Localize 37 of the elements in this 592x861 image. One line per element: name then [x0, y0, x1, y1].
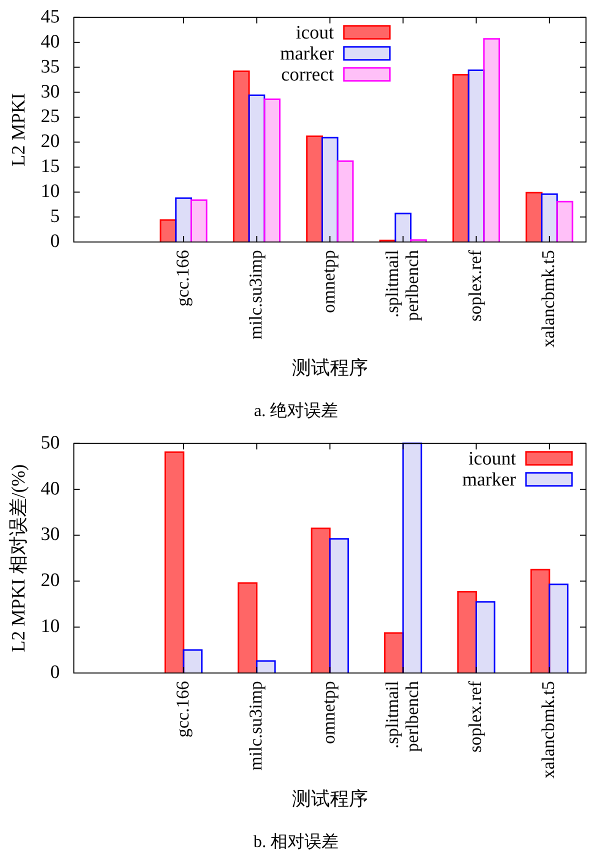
y-tick-label: 40	[40, 478, 60, 500]
x-tick-label: omnetpp	[318, 250, 339, 313]
y-tick-label: 10	[40, 616, 60, 638]
y-tick-label: 30	[40, 81, 60, 102]
x-tick-label: omnetpp	[318, 681, 339, 744]
y-tick-label: 45	[40, 6, 60, 28]
y-tick-label: 0	[50, 230, 60, 252]
y-tick-label: 40	[40, 31, 60, 52]
y-tick-label: 20	[40, 131, 60, 152]
text: icout	[296, 22, 335, 44]
x-tick-label: soplex.ref	[464, 250, 485, 322]
legend-label: icount	[468, 448, 517, 470]
x-tick-label: xalancbmk.t5	[538, 250, 558, 348]
y-tick-label: 0	[50, 662, 60, 683]
y-tick-label: 30	[40, 524, 60, 546]
y-tick-label: 5	[50, 206, 60, 228]
y-tick-label: 35	[40, 56, 60, 78]
x-tick-label: gcc.166	[172, 250, 192, 306]
y-tick-label: 50	[40, 432, 60, 454]
x-axis-title: 测试程序	[292, 788, 368, 810]
y-tick-label: 10	[40, 181, 60, 202]
legend-label: correct	[281, 64, 335, 86]
y-tick-label: 25	[40, 106, 60, 128]
y-axis-title: L2 MPKI	[8, 93, 30, 166]
y-tick-label: 15	[40, 156, 60, 178]
x-tick-label: xalancbmk.t5	[538, 681, 558, 778]
x-tick-label: milc.su3imp	[245, 250, 266, 340]
legend-label: marker	[280, 43, 335, 64]
text: b. 相对误差	[252, 831, 340, 853]
x-tick-label: milc.su3imp	[245, 681, 266, 770]
x-tick-label: gcc.166	[172, 681, 192, 738]
text: a. 绝对误差	[252, 400, 340, 422]
legend-label: marker	[462, 469, 517, 490]
y-axis-title: L2 MPKI 相对误差/(%)	[8, 464, 30, 652]
x-tick-label: soplex.ref	[464, 681, 485, 752]
x-axis-title: 测试程序	[292, 356, 368, 379]
y-tick-label: 20	[40, 570, 60, 592]
